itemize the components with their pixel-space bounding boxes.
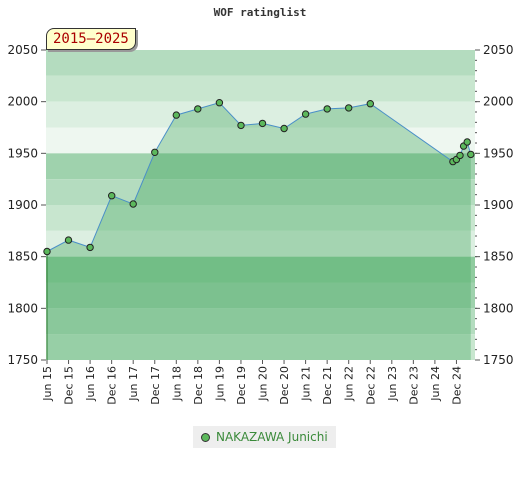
x-tick-label: Dec 20: [278, 366, 291, 405]
y-tick-label-left: 1800: [7, 301, 38, 315]
background-band: [46, 50, 475, 76]
y-tick-label-right: 1950: [483, 146, 514, 160]
legend-label: NAKAZAWA Junichi: [216, 430, 328, 444]
data-point: [463, 138, 471, 146]
x-tick-label: Jun 18: [170, 366, 183, 402]
y-axis-right: 1750 1800 1850 1900 1950 2000 2050: [475, 43, 514, 367]
data-point: [323, 105, 331, 113]
x-tick-label: Dec 21: [321, 366, 334, 405]
data-point: [215, 99, 224, 107]
y-tick-label-left: 2050: [7, 43, 38, 57]
data-point: [86, 243, 94, 252]
y-tick-label-right: 2000: [483, 95, 514, 109]
y-tick-label-right: 1750: [483, 353, 514, 367]
x-tick-label: Jun 20: [257, 366, 270, 402]
x-tick-label: Jun 22: [343, 366, 356, 402]
x-tick-label: Dec 17: [149, 366, 162, 405]
data-points: [43, 99, 475, 256]
background-band: [46, 334, 475, 360]
data-point: [172, 111, 181, 119]
data-point: [129, 200, 137, 208]
y-tick-label-left: 1900: [7, 198, 38, 212]
x-tick-label: Dec 22: [364, 366, 377, 405]
y-axis-left: 1750 1800 1850 1900 1950 2000 2050: [7, 43, 46, 367]
background-band: [46, 127, 475, 154]
x-tick-label: Dec 16: [106, 366, 119, 405]
background-band: [46, 179, 475, 205]
background-bands: [46, 50, 475, 360]
x-tick-label: Dec 24: [450, 366, 463, 405]
x-tick-label: Jun 19: [213, 366, 226, 402]
y-tick-label-left: 1850: [7, 250, 38, 264]
data-point: [258, 119, 267, 128]
background-band: [46, 205, 475, 231]
y-tick-label-right: 1800: [483, 301, 514, 315]
data-point: [237, 121, 245, 130]
data-point: [194, 105, 202, 113]
x-tick-label: Dec 19: [235, 366, 248, 405]
background-band: [46, 308, 475, 335]
x-tick-label: Jun 21: [300, 366, 313, 402]
data-point: [467, 150, 475, 159]
background-band: [46, 75, 475, 102]
data-point: [108, 192, 116, 200]
y-tick-label-left: 1750: [7, 353, 38, 367]
data-point: [64, 236, 73, 244]
x-tick-label: Dec 23: [407, 366, 420, 405]
x-tick-label: Dec 18: [192, 366, 205, 405]
y-tick-label-right: 1900: [483, 198, 514, 212]
background-band: [46, 153, 475, 180]
x-tick-label: Dec 15: [63, 366, 76, 405]
background-band: [46, 230, 475, 257]
x-axis: Jun 15 Dec 15 Jun 16 Dec 16 Jun 17 Dec 17 Jun …: [41, 360, 463, 405]
data-point: [366, 100, 374, 108]
y-tick-label-left: 1950: [7, 146, 38, 160]
data-point: [456, 151, 464, 160]
y-tick-label-right: 1850: [483, 250, 514, 264]
legend-marker: [201, 432, 210, 442]
data-point: [151, 148, 159, 157]
x-tick-label: Jun 16: [84, 366, 97, 402]
chart-title: WOF ratinglist: [213, 6, 307, 19]
x-tick-label: Jun 15: [41, 366, 54, 402]
legend[interactable]: NAKAZAWA Junichi: [193, 426, 336, 448]
x-tick-label: Jun 23: [386, 366, 399, 402]
background-band: [46, 282, 475, 309]
y-tick-label-left: 2000: [7, 95, 38, 109]
background-band: [46, 256, 475, 283]
data-point: [280, 124, 288, 133]
data-point: [301, 110, 310, 118]
x-tick-label: Jun 24: [429, 366, 442, 402]
x-tick-label: Jun 17: [127, 366, 140, 402]
period-badge: 2015–2025: [46, 28, 136, 50]
series-area: [47, 102, 471, 360]
data-point: [43, 247, 51, 256]
y-tick-label-right: 2050: [483, 43, 514, 57]
data-point: [345, 104, 353, 112]
